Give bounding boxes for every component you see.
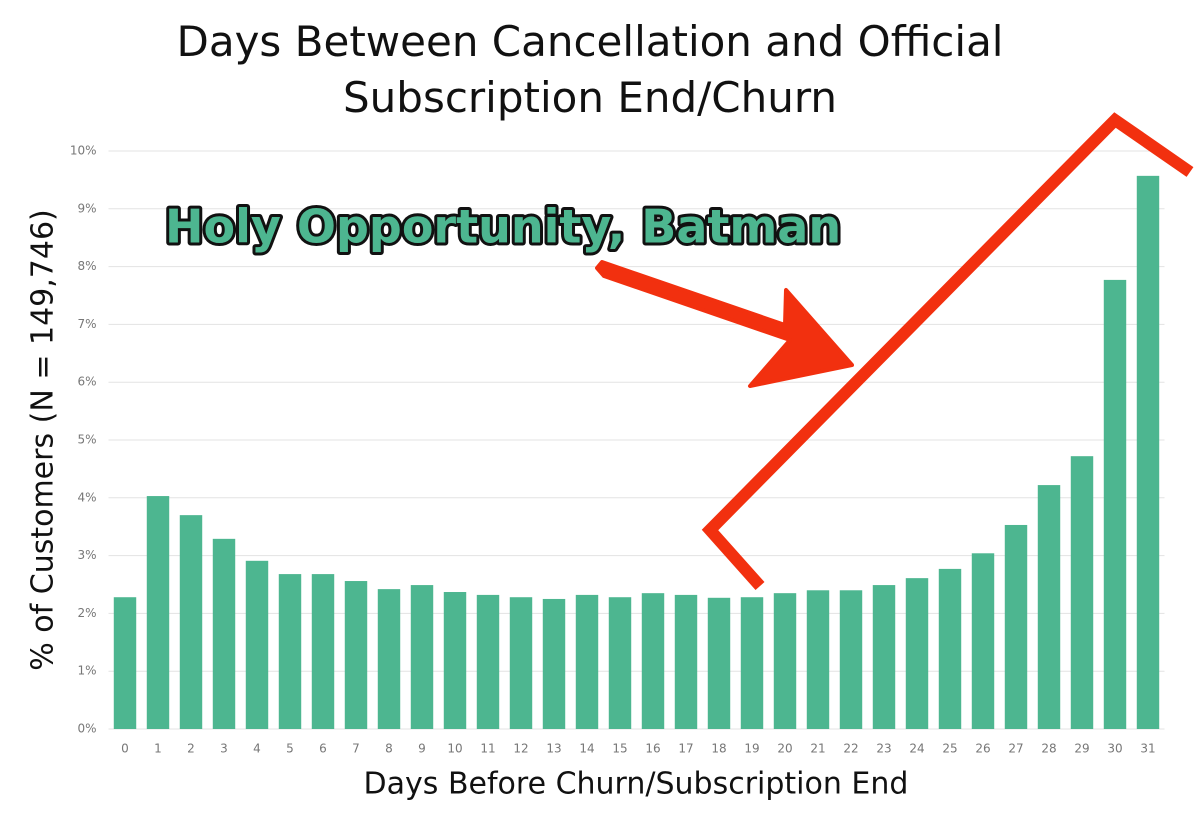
bar (344, 581, 368, 729)
x-tick-label: 18 (711, 742, 726, 756)
bar (575, 594, 599, 729)
x-tick-label: 27 (1008, 742, 1023, 756)
bar (146, 496, 170, 729)
bar (839, 590, 863, 729)
bar (212, 538, 236, 729)
arrow (595, 260, 854, 388)
x-tick-label: 9 (418, 742, 426, 756)
bar (476, 594, 500, 729)
bar (773, 593, 797, 729)
bar (1136, 175, 1160, 729)
x-tick-label: 20 (777, 742, 792, 756)
plot: 0%1%2%3%4%5%6%7%8%9%10%0 1 2 3 4 5 6 7 8 9 10 11 12 1… (70, 144, 1165, 756)
x-tick-label: 14 (579, 742, 594, 756)
bar (443, 592, 467, 729)
x-tick-label: 31 (1140, 742, 1155, 756)
bar (1070, 456, 1094, 729)
x-tick-label: 1 (154, 742, 162, 756)
x-tick-label: 15 (612, 742, 627, 756)
x-axis-label: Days Before Churn/Subscription End (364, 767, 909, 802)
bar (872, 585, 896, 729)
bar (542, 598, 566, 729)
y-tick-label: 4% (77, 490, 96, 504)
x-tick-label: 24 (909, 742, 924, 756)
x-tick-label: 6 (319, 742, 327, 756)
y-tick-label: 7% (77, 317, 96, 331)
y-tick-label: 9% (77, 201, 96, 215)
bar (113, 597, 137, 729)
x-tick-label: 26 (975, 742, 990, 756)
x-tick-label: 22 (843, 742, 858, 756)
bar (1037, 485, 1061, 729)
bar (674, 594, 698, 729)
y-tick-label: 6% (77, 375, 96, 389)
y-tick-label: 1% (77, 664, 96, 678)
y-tick-label: 10% (70, 144, 97, 158)
y-tick-label: 2% (77, 606, 96, 620)
bar (278, 574, 302, 729)
x-tick-label: 30 (1107, 742, 1122, 756)
bar (938, 568, 962, 729)
bar (245, 560, 269, 729)
x-tick-label: 29 (1074, 742, 1089, 756)
bar (377, 589, 401, 729)
y-axis-label: % of Customers (N = 149,746) (26, 209, 61, 671)
bar (509, 597, 533, 729)
bar (608, 597, 632, 729)
x-tick-label: 13 (546, 742, 561, 756)
x-tick-label: 0 (121, 742, 129, 756)
x-tick-label: 16 (645, 742, 660, 756)
x-tick-label: 5 (286, 742, 294, 756)
chart-title: Days Between Cancellation and Official S… (176, 17, 1004, 122)
y-tick-label: 5% (77, 433, 96, 447)
x-tick-label: 8 (385, 742, 393, 756)
x-tick-label: 25 (942, 742, 957, 756)
bar (806, 590, 830, 729)
y-tick-label: 3% (77, 548, 96, 562)
bar (311, 574, 335, 729)
bar (905, 578, 929, 729)
x-tick-label: 2 (187, 742, 195, 756)
x-tick-label: 11 (480, 742, 495, 756)
x-tick-label: 17 (678, 742, 693, 756)
x-tick-label: 21 (810, 742, 825, 756)
bar (641, 593, 665, 729)
annotation: Holy Opportunity, Batman (165, 200, 841, 254)
x-tick-label: 10 (447, 742, 462, 756)
y-tick-label: 0% (77, 722, 96, 736)
x-tick-label: 19 (744, 742, 759, 756)
y-tick-label: 8% (77, 259, 96, 273)
x-tick-label: 4 (253, 742, 261, 756)
bar (740, 597, 764, 729)
bar (179, 515, 203, 729)
x-tick-label: 23 (876, 742, 891, 756)
x-tick-label: 12 (513, 742, 528, 756)
zigzag-line (701, 112, 1194, 590)
bar (707, 597, 731, 729)
bar (1103, 279, 1127, 729)
x-tick-label: 7 (352, 742, 360, 756)
bar (971, 553, 995, 729)
bar (410, 585, 434, 729)
bar (1004, 524, 1028, 729)
x-tick-label: 28 (1041, 742, 1056, 756)
x-tick-label: 3 (220, 742, 228, 756)
